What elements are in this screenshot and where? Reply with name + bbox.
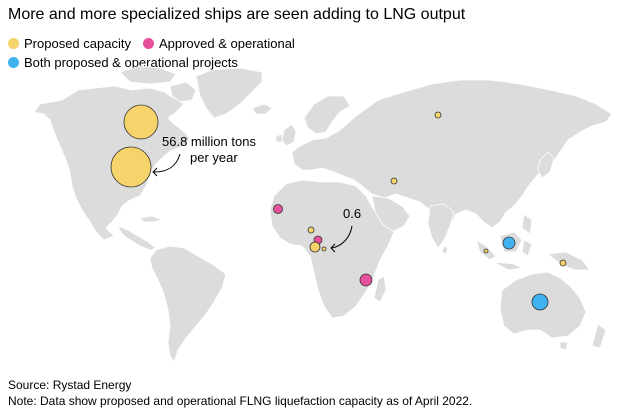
legend-row-2: Both proposed & operational projects — [8, 53, 307, 72]
eurasia — [291, 79, 613, 233]
proposed-swatch — [8, 38, 19, 49]
marker-canada-proposed[interactable] — [123, 104, 159, 140]
annotation-small-arrow — [331, 225, 353, 249]
chart-title: More and more specialized ships are seen… — [8, 6, 466, 23]
united-kingdom — [281, 123, 297, 147]
source-text: Source: Rystad Energy — [8, 378, 132, 392]
marker-middle-east-proposed[interactable] — [390, 177, 398, 185]
legend: Proposed capacity Approved & operational… — [8, 34, 307, 72]
marker-west-africa-approved[interactable] — [273, 204, 283, 214]
new-guinea — [547, 251, 591, 271]
baffin-island — [169, 81, 197, 103]
marker-png-proposed[interactable] — [559, 259, 567, 267]
legend-label-proposed: Proposed capacity — [24, 35, 131, 51]
iceland — [251, 103, 273, 115]
cuba — [139, 215, 163, 223]
project-markers — [110, 104, 567, 311]
philippines — [521, 213, 533, 235]
marker-indonesia-proposed[interactable] — [483, 248, 489, 254]
marker-australia-both[interactable] — [531, 293, 549, 311]
legend-label-approved: Approved & operational — [158, 35, 295, 51]
japan — [537, 151, 555, 179]
sulawesi — [521, 239, 533, 257]
legend-item-approved: Approved & operational — [142, 35, 295, 53]
annotation-small-label: 0.6 — [343, 206, 361, 221]
footer: Source: Rystad Energy Note: Data show pr… — [8, 377, 472, 409]
legend-row-1: Proposed capacity Approved & operational — [8, 34, 307, 53]
java — [493, 261, 523, 271]
annotation-small-arrowhead — [330, 243, 336, 253]
marker-gulf-guinea-proposed[interactable] — [309, 241, 321, 253]
scandinavia — [303, 95, 351, 135]
annotation-large-arrow — [153, 153, 181, 173]
annotation-small: 0.6 — [330, 206, 361, 253]
marker-malaysia-both[interactable] — [502, 236, 516, 250]
legend-item-proposed: Proposed capacity — [8, 35, 131, 53]
canadian-islands — [119, 65, 177, 85]
both-swatch — [8, 57, 19, 68]
legend-item-both: Both proposed & operational projects — [8, 54, 238, 72]
new-zealand — [591, 323, 607, 349]
annotation-large-arrowhead — [152, 167, 158, 177]
south-america — [149, 245, 227, 363]
central-america — [117, 225, 157, 251]
landmasses — [33, 65, 613, 363]
sri-lanka — [441, 245, 449, 255]
note-text: Note: Data show proposed and operational… — [8, 394, 473, 408]
approved-swatch — [142, 38, 154, 49]
marker-russia-proposed[interactable] — [434, 111, 442, 119]
madagascar — [373, 275, 387, 303]
tasmania — [559, 341, 569, 351]
marker-gulf-guinea-tiny[interactable] — [321, 246, 327, 252]
india — [427, 203, 455, 249]
ireland — [275, 133, 283, 143]
greenland — [195, 67, 263, 119]
marker-us-gulf-proposed[interactable] — [110, 146, 152, 188]
annotation-large-line1: 56.8 million tons — [162, 134, 256, 149]
annotation-large-line2: per year — [190, 150, 238, 165]
annotation-large: 56.8 million tons per year — [152, 134, 256, 177]
marker-mozambique-approved[interactable] — [359, 273, 373, 287]
marker-gulf-guinea-proposed-small[interactable] — [307, 226, 315, 234]
legend-label-both: Both proposed & operational projects — [24, 54, 238, 70]
